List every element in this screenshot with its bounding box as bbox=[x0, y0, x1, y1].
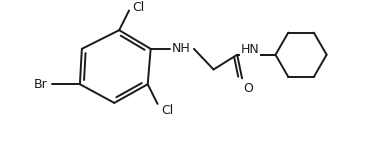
Text: Cl: Cl bbox=[132, 1, 144, 14]
Text: O: O bbox=[243, 82, 253, 95]
Text: NH: NH bbox=[172, 42, 191, 55]
Text: Br: Br bbox=[34, 78, 48, 91]
Text: Cl: Cl bbox=[161, 104, 174, 117]
Text: HN: HN bbox=[240, 43, 259, 56]
